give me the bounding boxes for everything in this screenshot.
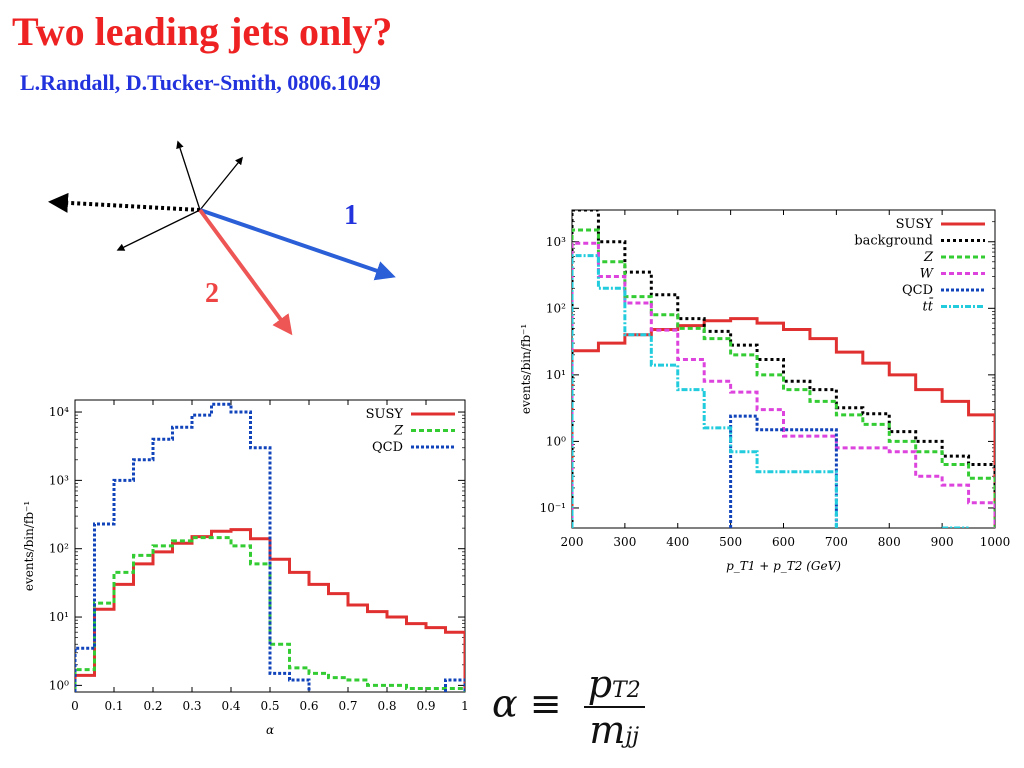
series-line-QCD xyxy=(729,414,838,528)
legend-label: SUSY xyxy=(896,217,934,232)
x-tick-label: 0.1 xyxy=(104,699,123,713)
y-tick-label: 10² xyxy=(546,301,566,315)
y-tick-label: 10² xyxy=(49,542,69,556)
formula-numerator-sub: T2 xyxy=(612,678,641,703)
x-tick-label: 1000 xyxy=(980,535,1011,549)
other-jet-arrow xyxy=(199,156,243,211)
formula-fraction: pT2 mjj xyxy=(583,662,645,752)
jet-1-arrow xyxy=(199,208,396,281)
y-tick-label: 10¹ xyxy=(49,610,69,624)
formula-lhs: α ≡ xyxy=(492,681,562,726)
x-tick-label: 1 xyxy=(461,699,469,713)
x-tick-label: 0.4 xyxy=(221,699,240,713)
formula-denominator: m xyxy=(589,708,626,752)
y-tick-label: 10³ xyxy=(546,235,566,249)
y-tick-label: 10¹ xyxy=(546,368,566,382)
series-line-background xyxy=(572,210,995,528)
legend-label: Z xyxy=(393,424,404,439)
series-line-W xyxy=(572,241,995,528)
legend-label: W xyxy=(920,267,935,282)
legend-label: tt̄ xyxy=(923,298,935,315)
x-axis-label: p_T1 + p_T2 (GeV) xyxy=(726,559,841,573)
alpha-definition: α ≡ pT2 mjj xyxy=(492,662,645,752)
y-tick-label: 10⁻¹ xyxy=(540,501,566,515)
x-tick-label: 0.5 xyxy=(260,699,279,713)
formula-numerator: p xyxy=(587,662,613,706)
series-line-QCD xyxy=(75,402,465,692)
jet-diagram: 1 2 xyxy=(48,140,396,336)
jet-2-arrow xyxy=(198,208,293,336)
legend-label: QCD xyxy=(372,440,403,455)
x-tick-label: 700 xyxy=(825,535,848,549)
formula-denominator-sub: jj xyxy=(625,724,640,749)
x-tick-label: 900 xyxy=(931,535,954,549)
x-tick-label: 600 xyxy=(772,535,795,549)
legend-label: Z xyxy=(923,250,934,265)
other-jet-arrow xyxy=(116,209,201,251)
legend-label: SUSY xyxy=(366,407,404,422)
y-tick-label: 10³ xyxy=(49,473,69,487)
x-tick-label: 0.2 xyxy=(143,699,162,713)
reference-citation: L.Randall, D.Tucker-Smith, 0806.1049 xyxy=(20,70,381,95)
series-line-Z xyxy=(572,228,995,528)
x-tick-label: 0.6 xyxy=(299,699,318,713)
missing-energy-arrow xyxy=(48,192,201,213)
x-tick-label: 0.8 xyxy=(377,699,396,713)
x-tick-label: 0.9 xyxy=(416,699,435,713)
x-tick-label: 500 xyxy=(719,535,742,549)
y-tick-label: 10⁴ xyxy=(49,405,69,419)
x-tick-label: 400 xyxy=(666,535,689,549)
x-tick-label: 0 xyxy=(71,699,79,713)
jet-1-label: 1 xyxy=(344,200,358,231)
y-tick-label: 10⁰ xyxy=(546,434,566,448)
jet-2-label: 2 xyxy=(205,278,219,309)
slide-title: Two leading jets only? xyxy=(12,9,393,54)
x-axis-label: α xyxy=(266,723,274,737)
other-jet-arrow xyxy=(176,140,201,211)
x-tick-label: 0.7 xyxy=(338,699,357,713)
y-axis-label: events/bin/fb⁻¹ xyxy=(22,501,36,591)
x-tick-label: 200 xyxy=(561,535,584,549)
legend-label: background xyxy=(854,234,933,249)
x-tick-label: 0.3 xyxy=(182,699,201,713)
y-axis-label: events/bin/fb⁻¹ xyxy=(519,324,533,414)
alpha-chart: 0 0.1 0.2 0.3 0.4 0.5 0.6 0.7 0.8 0.9 1 10⁰ 10¹ 10² 10… xyxy=(22,399,469,737)
series-line-Z xyxy=(75,536,465,692)
series-line-tt̄ xyxy=(572,254,969,528)
legend-label: QCD xyxy=(902,283,933,298)
x-tick-label: 300 xyxy=(613,535,636,549)
y-tick-label: 10⁰ xyxy=(49,678,69,692)
x-tick-label: 800 xyxy=(878,535,901,549)
pt-sum-chart: 200 300 400 500 600 700 800 900 1000 10⁻¹ 10⁰ 10¹ 10… xyxy=(519,209,1011,573)
